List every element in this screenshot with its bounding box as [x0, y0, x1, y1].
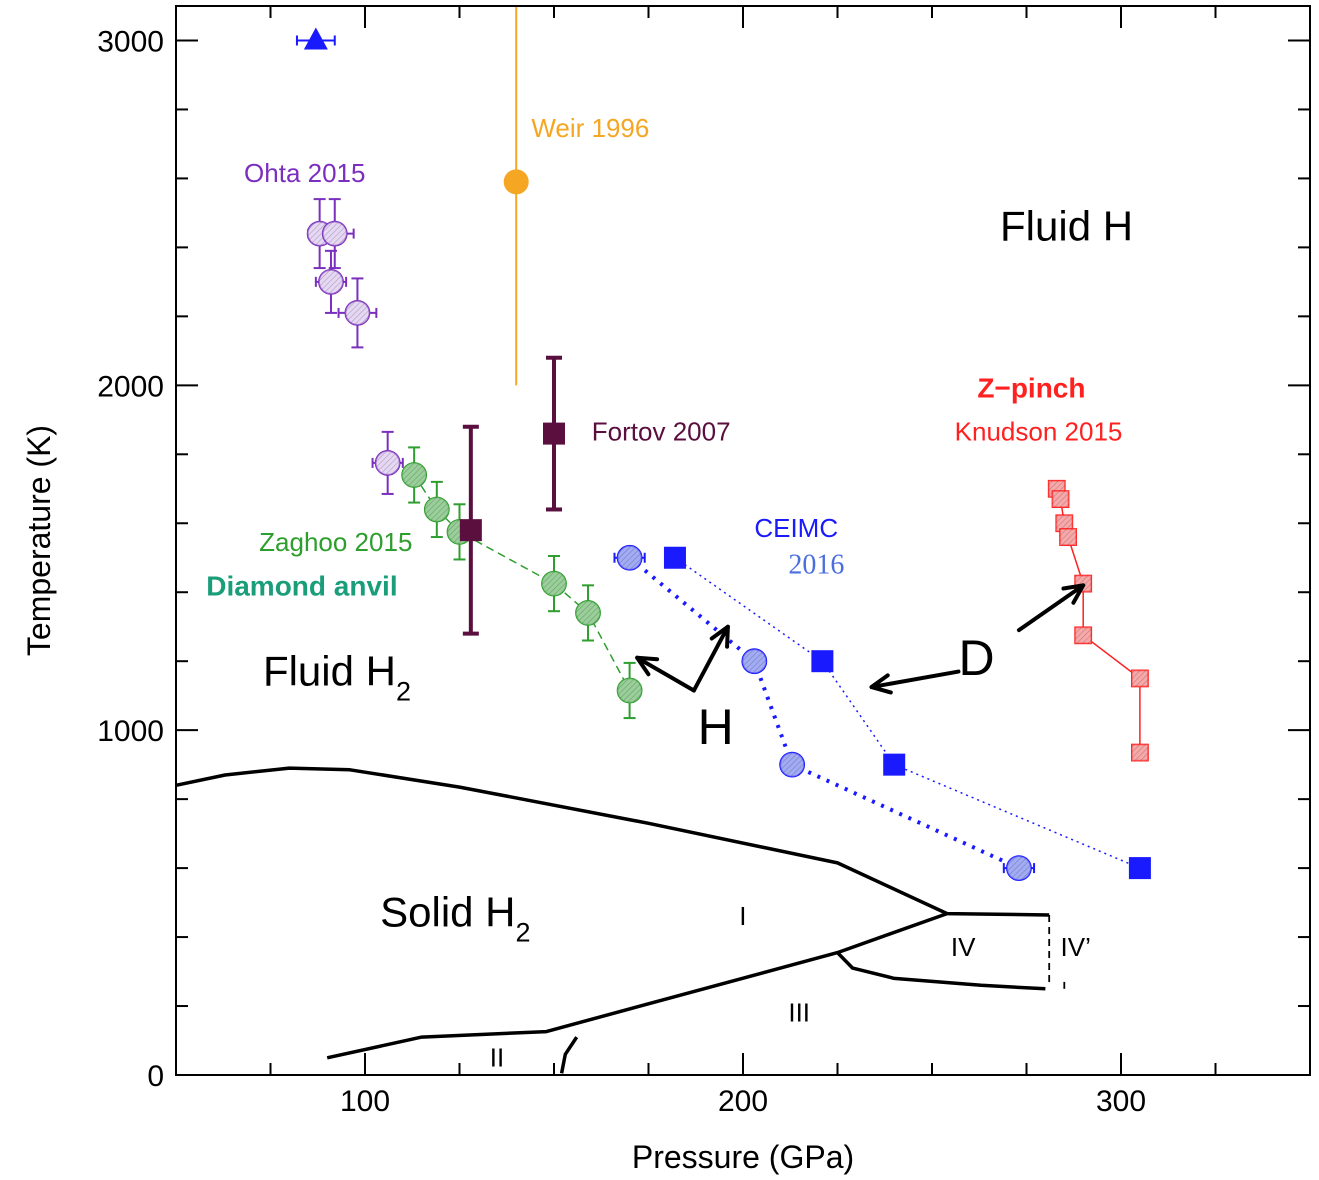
- knudson-2015-point-1-hatch: [1052, 491, 1069, 508]
- ceimc-d-point-1: [811, 650, 834, 673]
- annotation-diamond-anvil-4: Diamond anvil: [206, 571, 397, 602]
- arrows-layer: [635, 583, 1086, 695]
- weir-1996-point-0: [503, 169, 529, 195]
- annotation-solid-h2-11: Solid H2: [380, 889, 530, 948]
- zaghoo-2015-point-4-hatch: [576, 600, 601, 625]
- annotation-z-pinch-7: Z−pinch: [977, 372, 1085, 403]
- arrow-head-1: [709, 624, 730, 649]
- fortov-2007-point-1: [459, 519, 482, 542]
- ceimc-h-point-3: [1006, 855, 1032, 881]
- knudson-2015-point-3: [1059, 528, 1077, 546]
- annotation-2016-6: 2016: [788, 549, 844, 580]
- knudson-2015-point-5: [1074, 626, 1093, 645]
- ceimc-d-line: [674, 557, 1141, 869]
- knudson-2015-point-2: [1055, 514, 1074, 533]
- ohta-2015-point-1-hatch: [322, 221, 347, 246]
- y-axis-title: Temperature (K): [21, 425, 57, 656]
- zaghoo-2015-line: [413, 474, 631, 691]
- ceimc-h-point-3-hatch: [1006, 856, 1031, 881]
- ceimc-h-point-0: [616, 544, 643, 571]
- triangle-point-point-0: [303, 27, 328, 50]
- zaghoo-2015-point-3: [541, 570, 567, 597]
- zaghoo-2015-point-5: [616, 677, 643, 704]
- annotation-h-12: H: [698, 699, 734, 755]
- ohta-2015-point-3: [344, 300, 371, 326]
- annotation-iv-15: IV: [951, 932, 976, 962]
- phase-boundary-0: [175, 766, 1050, 917]
- annotation-ohta-2015-0: Ohta 2015: [244, 158, 365, 188]
- zaghoo-2015-point-1: [423, 496, 450, 523]
- fortov-2007-point-0: [543, 422, 565, 445]
- annotation-iv-16: IV’: [1061, 932, 1091, 962]
- phase-boundary-3: [836, 951, 1046, 991]
- annotation-zaghoo-2015-3: Zaghoo 2015: [259, 527, 412, 557]
- annotation-iii-17: III: [788, 998, 810, 1028]
- knudson-2015-point-2-hatch: [1056, 515, 1073, 532]
- knudson-2015-point-7-hatch: [1131, 744, 1148, 761]
- phase-boundary-1: [326, 911, 948, 1060]
- x-tick-label-300: 300: [1096, 1085, 1146, 1118]
- annotation-fluid-h-9: Fluid H: [1000, 202, 1133, 249]
- markers-layer: [303, 27, 1151, 881]
- arrow-head-2: [1061, 583, 1086, 605]
- annotation-knudson-2015-8: Knudson 2015: [955, 416, 1123, 446]
- knudson-2015-point-6: [1131, 669, 1149, 688]
- y-tick-label-1000: 1000: [97, 715, 164, 748]
- ohta-2015-point-3-hatch: [345, 300, 370, 325]
- ceimc-h-point-1-hatch: [742, 649, 767, 674]
- arrow-head-0: [635, 655, 660, 677]
- annotation-ceimc-5: CEIMC: [754, 513, 838, 543]
- zaghoo-2015-point-4: [575, 600, 601, 626]
- ceimc-d-point-0: [663, 546, 686, 569]
- annotation-weir-1996-1: Weir 1996: [531, 113, 649, 143]
- arrow-1: [691, 624, 730, 693]
- ohta-2015-point-2: [318, 268, 344, 295]
- annotation-fluid-h2-10: Fluid H2: [263, 647, 411, 706]
- y-tick-label-2000: 2000: [97, 370, 164, 403]
- ohta-2015-point-4: [374, 450, 401, 476]
- annotation-d-13: D: [958, 630, 994, 686]
- phase-boundaries-layer: [175, 766, 1066, 1074]
- annotation-fortov-2007-2: Fortov 2007: [592, 416, 731, 446]
- ceimc-h-point-2: [779, 751, 806, 778]
- phase-boundary-2: [559, 1036, 579, 1074]
- knudson-2015-point-6-hatch: [1131, 670, 1148, 687]
- ceimc-h-point-2-hatch: [780, 752, 805, 777]
- y-tick-label-3000: 3000: [97, 25, 164, 58]
- arrow-head-3: [869, 673, 893, 695]
- ohta-2015-point-4-hatch: [375, 450, 400, 475]
- x-tick-label-100: 100: [340, 1085, 390, 1118]
- zaghoo-2015-point-0: [401, 462, 428, 488]
- ohta-2015-point-1: [321, 220, 348, 247]
- ceimc-h-point-0-hatch: [617, 545, 642, 570]
- arrow-0: [635, 655, 696, 693]
- zaghoo-2015-point-0-hatch: [402, 462, 427, 487]
- ceimc-h-point-1: [741, 648, 768, 675]
- knudson-2015-point-5-hatch: [1075, 627, 1092, 644]
- annotation-ii-18: II: [490, 1042, 504, 1072]
- arrow-3: [869, 669, 961, 690]
- ohta-2015-point-2-hatch: [318, 269, 343, 294]
- x-tick-label-200: 200: [718, 1085, 768, 1118]
- zaghoo-2015-point-3-hatch: [542, 571, 566, 596]
- ceimc-d-point-2: [883, 753, 906, 776]
- y-tick-label-0: 0: [147, 1060, 164, 1093]
- x-axis-title: Pressure (GPa): [632, 1139, 854, 1175]
- zaghoo-2015-point-5-hatch: [617, 678, 642, 703]
- ceimc-h-line: [628, 556, 1020, 870]
- zaghoo-2015-point-1-hatch: [424, 497, 449, 522]
- annotations-layer: Ohta 2015 Weir 1996 Fortov 2007 Zaghoo 2015…: [206, 113, 1133, 1072]
- annotation-i-14: I: [739, 901, 746, 931]
- ceimc-d-point-3: [1128, 857, 1151, 880]
- arrow-2: [1016, 583, 1086, 633]
- knudson-2015-point-7: [1131, 743, 1149, 762]
- knudson-2015-point-1: [1051, 490, 1070, 509]
- knudson-2015-point-3-hatch: [1060, 529, 1077, 546]
